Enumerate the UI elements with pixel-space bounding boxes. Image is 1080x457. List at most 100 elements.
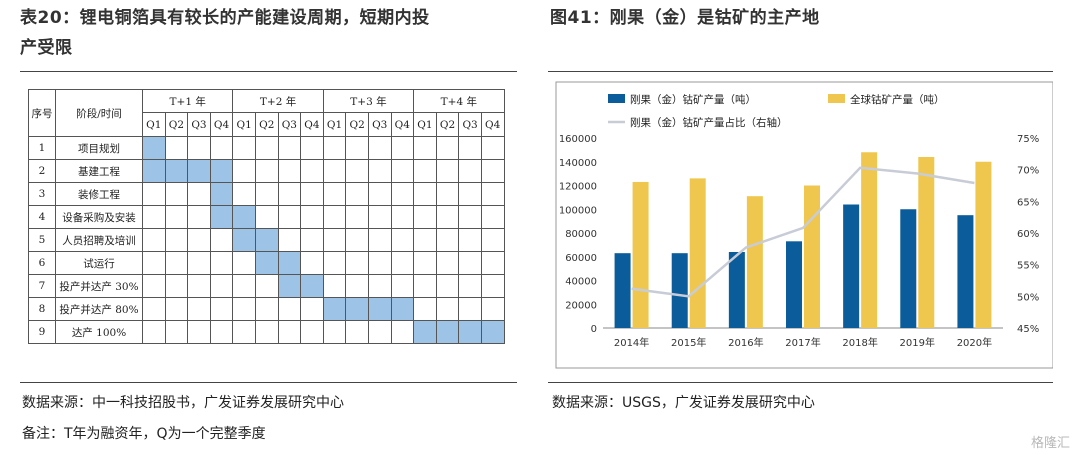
schedule-cell: [435, 274, 460, 298]
bar-congo: [957, 215, 974, 328]
header-year-2: T+2 年: [232, 89, 324, 113]
legend-label-share: 刚果（金）钴矿产量占比（右轴）: [630, 116, 788, 129]
chart-axes: 0 20000 40000 60000 80000 100000 120000 140000 1…: [559, 134, 1039, 349]
schedule-cell: [322, 182, 347, 206]
quarter-header: Q2: [435, 112, 460, 137]
schedule-cell: [277, 228, 302, 252]
x-tick-label: 2019年: [900, 336, 935, 349]
table-row: 7 投产并达产 30%: [28, 274, 505, 298]
schedule-cell-active: [413, 320, 437, 344]
schedule-cell: [232, 136, 256, 160]
table-title: 表20：锂电铜箔具有较长的产能建设周期，短期内投 产受限: [20, 0, 520, 63]
schedule-cell: [142, 182, 166, 206]
table-row: 1 项目规划: [28, 136, 505, 160]
x-tick-label: 2020年: [957, 336, 992, 349]
schedule-cell: [458, 136, 482, 160]
schedule-cell-active: [209, 205, 234, 229]
schedule-cell: [187, 274, 211, 298]
table-title-line2: 产受限: [20, 38, 73, 58]
schedule-rows: 1 项目规划 2 基建工程 3 装修工程 4 设备采购及安装 5 人员招聘及培训 6 试运行 7 投产并达…: [28, 136, 505, 344]
x-tick-label: 2018年: [842, 336, 877, 349]
schedule-cell: [277, 136, 302, 160]
watermark-logo: 格隆汇: [1030, 436, 1070, 451]
schedule-cell: [164, 182, 189, 206]
x-tick-label: 2014年: [614, 336, 649, 349]
row-number: 3: [28, 182, 56, 206]
bar-global: [918, 157, 935, 328]
schedule-cell: [164, 228, 189, 252]
schedule-cell: [345, 136, 369, 160]
schedule-cell: [367, 228, 392, 252]
schedule-cell: [254, 274, 279, 298]
schedule-cell-active: [209, 182, 234, 206]
schedule-cell: [254, 205, 279, 229]
quarter-header: Q2: [254, 112, 279, 137]
schedule-cell: [458, 205, 482, 229]
schedule-cell: [480, 274, 505, 298]
schedule-cell-active: [390, 297, 415, 321]
schedule-cell: [367, 320, 392, 344]
quarter-header: Q4: [300, 112, 324, 137]
bar-congo: [900, 209, 917, 328]
schedule-cell: [322, 320, 347, 344]
schedule-cell: [413, 251, 437, 275]
schedule-cell: [277, 205, 302, 229]
row-number: 1: [28, 136, 56, 160]
schedule-cell: [413, 297, 437, 321]
row-number: 5: [28, 228, 56, 252]
schedule-cell: [277, 159, 302, 183]
schedule-cell-active: [345, 297, 369, 321]
schedule-cell: [254, 159, 279, 183]
quarter-header: Q4: [390, 112, 415, 137]
schedule-cell: [480, 182, 505, 206]
right-panel: 图41：刚果（金）是钴矿的主产地: [550, 0, 1055, 33]
schedule-cell: [300, 205, 324, 229]
schedule-cell: [345, 228, 369, 252]
x-tick-label: 2017年: [785, 336, 820, 349]
schedule-cell: [322, 251, 347, 275]
y-right-tick-label: 75%: [1017, 134, 1039, 145]
schedule-cell-active: [254, 228, 279, 252]
schedule-cell: [300, 297, 324, 321]
schedule-cell: [458, 182, 482, 206]
table-row: 5 人员招聘及培训: [28, 228, 505, 252]
quarter-header: Q1: [142, 112, 166, 137]
quarter-header: Q3: [458, 112, 482, 137]
quarter-header: Q1: [232, 112, 256, 137]
y-left-tick-label: 60000: [565, 253, 597, 264]
schedule-cell: [142, 205, 166, 229]
schedule-cell: [232, 320, 256, 344]
row-stage: 项目规划: [55, 136, 143, 160]
schedule-cell-active: [142, 136, 166, 160]
schedule-cell-active: [300, 274, 324, 298]
schedule-cell: [164, 205, 189, 229]
legend-label-congo: 刚果（金）钴矿产量（吨）: [630, 93, 756, 106]
schedule-cell: [277, 182, 302, 206]
header-seq: 序号: [28, 89, 56, 137]
bar-congo: [843, 204, 860, 328]
schedule-cell: [435, 251, 460, 275]
y-left-tick-label: 40000: [565, 277, 597, 288]
schedule-cell: [300, 182, 324, 206]
schedule-cell: [300, 228, 324, 252]
quarter-header: Q4: [209, 112, 234, 137]
schedule-cell: [413, 274, 437, 298]
schedule-cell: [209, 297, 234, 321]
schedule-cell: [322, 136, 347, 160]
schedule-cell-active: [164, 159, 189, 183]
schedule-cell: [435, 228, 460, 252]
quarter-header: Q2: [345, 112, 369, 137]
schedule-cell: [413, 159, 437, 183]
quarter-header: Q2: [164, 112, 189, 137]
quarter-header: Q4: [480, 112, 505, 137]
schedule-cell: [187, 320, 211, 344]
schedule-cell: [232, 274, 256, 298]
header-stage: 阶段/时间: [55, 89, 143, 137]
bar-congo: [614, 253, 631, 328]
schedule-cell: [187, 205, 211, 229]
schedule-cell: [390, 159, 415, 183]
table-row: 6 试运行: [28, 251, 505, 275]
schedule-cell: [254, 182, 279, 206]
schedule-cell-active: [254, 251, 279, 275]
schedule-cell: [232, 297, 256, 321]
